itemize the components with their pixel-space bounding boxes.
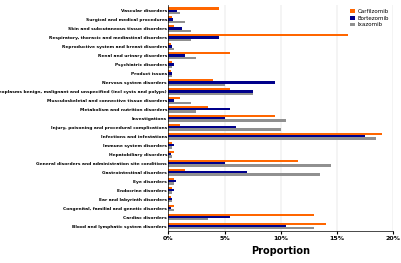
Bar — [168, 133, 382, 135]
Bar — [168, 169, 185, 171]
Bar — [168, 7, 219, 9]
Bar — [168, 151, 174, 153]
Bar — [168, 70, 171, 72]
Bar — [168, 223, 326, 225]
Bar — [168, 155, 172, 158]
Bar — [168, 209, 174, 211]
Bar — [168, 144, 174, 146]
Bar — [168, 117, 225, 119]
Bar — [168, 162, 225, 164]
Bar — [168, 205, 174, 207]
Bar — [168, 43, 171, 45]
Bar — [168, 21, 185, 23]
Bar — [168, 39, 191, 41]
Bar — [168, 88, 230, 90]
Bar — [168, 63, 174, 66]
Bar — [168, 126, 236, 128]
Legend: Carfilzomib, Bortezomib, Ixazomib: Carfilzomib, Bortezomib, Ixazomib — [349, 8, 390, 29]
Bar — [168, 12, 180, 14]
Bar — [168, 191, 172, 194]
Bar — [168, 115, 275, 117]
Bar — [168, 48, 174, 50]
Bar — [168, 180, 176, 182]
Bar — [168, 79, 213, 81]
Bar — [168, 18, 173, 21]
Bar — [168, 119, 286, 122]
Bar — [168, 57, 196, 59]
Bar — [168, 90, 253, 93]
Bar — [168, 54, 185, 57]
Bar — [168, 160, 298, 162]
Bar — [168, 196, 171, 198]
Bar — [168, 27, 182, 30]
Bar — [168, 37, 219, 39]
Bar — [168, 146, 172, 149]
Bar — [168, 81, 275, 84]
Bar — [168, 110, 196, 113]
Bar — [168, 178, 174, 180]
Bar — [168, 200, 172, 203]
Bar — [168, 173, 320, 176]
Bar — [168, 25, 174, 27]
Bar — [168, 207, 171, 209]
Bar — [168, 225, 286, 227]
Bar — [168, 61, 172, 63]
Bar — [168, 198, 172, 200]
Bar — [168, 124, 180, 126]
Bar — [168, 66, 172, 68]
Bar — [168, 153, 171, 155]
Bar — [168, 171, 247, 173]
Bar — [168, 9, 177, 12]
Bar — [168, 99, 174, 102]
Bar — [168, 108, 230, 110]
Bar — [168, 52, 230, 54]
Bar — [168, 187, 172, 189]
Bar — [168, 84, 225, 86]
Bar — [168, 135, 365, 138]
Bar — [168, 164, 331, 166]
Bar — [168, 16, 172, 18]
Bar — [168, 72, 172, 75]
Bar — [168, 182, 174, 185]
Bar — [168, 142, 172, 144]
Bar — [168, 214, 314, 216]
Bar — [168, 216, 230, 218]
X-axis label: Proportion: Proportion — [251, 246, 310, 256]
Bar — [168, 138, 376, 140]
Bar — [168, 106, 208, 108]
Bar — [168, 34, 348, 37]
Bar — [168, 128, 281, 131]
Bar — [168, 102, 191, 104]
Bar — [168, 189, 174, 191]
Bar — [168, 45, 172, 48]
Bar — [168, 218, 208, 220]
Bar — [168, 93, 253, 95]
Bar — [168, 227, 314, 229]
Bar — [168, 97, 180, 99]
Bar — [168, 30, 191, 32]
Bar — [168, 75, 172, 77]
